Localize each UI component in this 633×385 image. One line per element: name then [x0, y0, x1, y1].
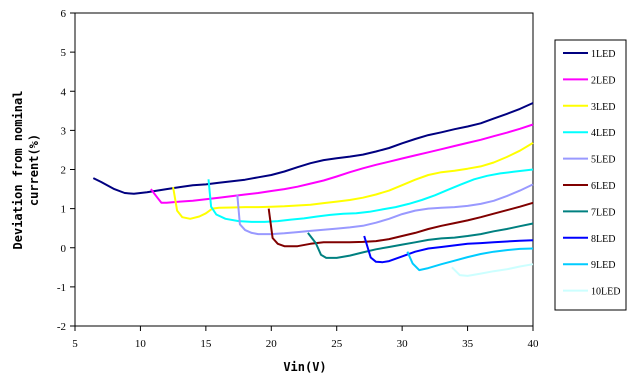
- x-axis: 5 10 15 20 25 30 35 40: [72, 326, 539, 350]
- x-tick-label: 20: [266, 338, 278, 350]
- series-line-7LED: [307, 222, 534, 259]
- y-tick-label: 4: [61, 86, 67, 98]
- y-axis-title-line-1: Deviation from nominal: [11, 91, 25, 250]
- y-tick-label: 3: [61, 125, 67, 137]
- legend-label-10LED: 10LED: [591, 287, 620, 298]
- x-tick-label: 25: [331, 338, 343, 350]
- legend-label-7LED: 7LED: [591, 207, 615, 218]
- legend-label-3LED: 3LED: [591, 102, 615, 113]
- x-axis-title: Vin(V): [283, 360, 326, 374]
- y-tick-label: -1: [57, 282, 66, 294]
- legend-label-9LED: 9LED: [591, 260, 615, 271]
- series-line-2LED: [150, 123, 534, 204]
- legend-label-8LED: 8LED: [591, 234, 615, 245]
- series-line-1LED: [92, 102, 534, 195]
- series-line-10LED: [451, 263, 534, 277]
- y-tick-label: 2: [61, 165, 67, 177]
- x-tick-label: 40: [528, 338, 540, 350]
- series-line-5LED: [236, 183, 534, 236]
- legend-label-2LED: 2LED: [591, 75, 615, 86]
- legend-label-1LED: 1LED: [591, 49, 615, 60]
- series-line-8LED: [363, 235, 534, 264]
- y-tick-label: 0: [61, 243, 67, 255]
- series-line-6LED: [267, 201, 534, 248]
- x-tick-label: 5: [72, 338, 78, 350]
- series-line-3LED: [172, 142, 534, 220]
- legend-label-6LED: 6LED: [591, 181, 615, 192]
- series-lines: [92, 102, 534, 277]
- legend-label-5LED: 5LED: [591, 155, 615, 166]
- x-tick-label: 10: [135, 338, 147, 350]
- y-tick-label: 1: [61, 204, 67, 216]
- y-axis-title-line-2: current(%): [27, 134, 41, 206]
- x-tick-label: 15: [200, 338, 212, 350]
- y-tick-label: 6: [61, 8, 67, 20]
- legend: 1LED 2LED 3LED 4LED 5LED 6LED 7LED 8LED 9LED 10LE…: [563, 49, 620, 298]
- x-tick-label: 30: [397, 338, 409, 350]
- y-axis: -2 -1 0 1 2 3 4 5 6: [57, 8, 75, 333]
- x-tick-label: 35: [462, 338, 474, 350]
- y-tick-label: -2: [57, 321, 66, 333]
- series-line-4LED: [207, 168, 534, 223]
- y-tick-label: 5: [61, 47, 67, 59]
- legend-label-4LED: 4LED: [591, 128, 615, 139]
- series-line-9LED: [406, 247, 534, 272]
